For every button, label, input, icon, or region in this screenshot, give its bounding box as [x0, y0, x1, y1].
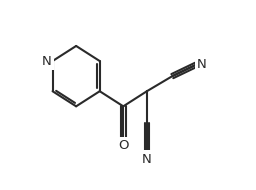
Text: N: N: [197, 58, 207, 71]
Text: N: N: [42, 55, 52, 68]
Text: O: O: [118, 139, 129, 152]
Text: N: N: [142, 153, 152, 165]
